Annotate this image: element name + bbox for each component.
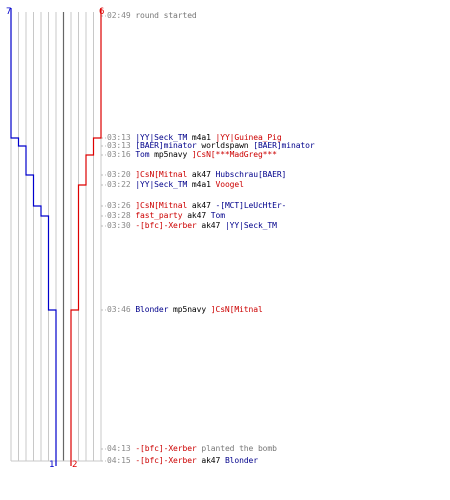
player-name: Tom xyxy=(210,211,225,220)
player-name: Blonder xyxy=(224,456,258,465)
event-row: 03:20 ]CsN[Mitnal ak47 Hubschrau[BAER] xyxy=(107,170,286,180)
event-time: 03:20 xyxy=(107,170,136,179)
event-row: 04:13 -[bfc]-Xerber planted the bomb xyxy=(107,444,277,454)
player-name: fast_party xyxy=(135,211,183,220)
event-time: 03:28 xyxy=(107,211,136,220)
event-time: 03:46 xyxy=(107,305,136,314)
event-time: 02:49 xyxy=(107,11,136,20)
player-name: Blonder xyxy=(135,305,169,314)
event-time: 03:22 xyxy=(107,180,136,189)
event-time: 03:30 xyxy=(107,221,136,230)
blue-team-end-count: 1 xyxy=(49,460,55,470)
player-name: |YY|Seck_TM xyxy=(135,180,188,189)
event-row: 03:46 Blonder mp5navy ]CsN[Mitnal xyxy=(107,305,263,315)
event-time: 03:26 xyxy=(107,201,136,210)
event-time: 03:13 xyxy=(107,141,136,150)
red-team-start-count: 6 xyxy=(99,7,105,17)
player-name: [BAER]minator xyxy=(253,141,315,150)
player-name: Voogel xyxy=(215,180,244,189)
event-weapon: ak47 xyxy=(196,221,225,230)
event-text: planted the bomb xyxy=(196,444,277,453)
event-time: 04:13 xyxy=(107,444,136,453)
player-name: ]CsN[Mitnal xyxy=(210,305,263,314)
event-row: 03:22 |YY|Seck_TM m4a1 Voogel xyxy=(107,180,244,190)
event-weapon: worldspawn xyxy=(196,141,254,150)
event-time: 03:16 xyxy=(107,150,136,159)
player-name: ]CsN[Mitnal xyxy=(135,201,188,210)
blue-team-start-count: 7 xyxy=(6,7,12,17)
event-time: 03:13 xyxy=(107,133,136,142)
event-weapon: ak47 xyxy=(182,211,211,220)
event-weapon: ak47 xyxy=(196,456,225,465)
player-name: Tom xyxy=(135,150,150,159)
player-name: [BAER]minator xyxy=(135,141,197,150)
event-weapon: m4a1 xyxy=(187,133,216,142)
blue-team-line xyxy=(10,8,57,466)
event-row: 03:13 |YY|Seck_TM m4a1 |YY|Guinea_Pig xyxy=(107,133,282,143)
red-team-end-count: 2 xyxy=(72,460,78,470)
event-text: round started xyxy=(135,11,197,20)
player-name: -[bfc]-Xerber xyxy=(135,444,197,453)
event-row: 03:13 [BAER]minator worldspawn [BAER]min… xyxy=(107,141,315,151)
player-name: Hubschrau[BAER] xyxy=(215,170,287,179)
player-name: -[bfc]-Xerber xyxy=(135,456,197,465)
event-row: 04:15 -[bfc]-Xerber ak47 Blonder xyxy=(107,456,258,466)
event-weapon: m4a1 xyxy=(187,180,216,189)
event-time: 04:15 xyxy=(107,456,136,465)
event-weapon: mp5navy xyxy=(149,150,192,159)
event-row: 03:26 ]CsN[Mitnal ak47 -[MCT]LeUcHtEr- xyxy=(107,201,286,211)
event-weapon: mp5navy xyxy=(168,305,211,314)
event-row: 03:28 fast_party ak47 Tom xyxy=(107,211,225,221)
event-weapon: ak47 xyxy=(187,201,216,210)
player-name: -[MCT]LeUcHtEr- xyxy=(215,201,287,210)
event-weapon: ak47 xyxy=(187,170,216,179)
red-team-line xyxy=(70,8,102,466)
player-name: |YY|Seck_TM xyxy=(224,221,277,230)
player-name: |YY|Seck_TM xyxy=(135,133,188,142)
event-row: 02:49 round started xyxy=(107,11,197,21)
player-name: |YY|Guinea_Pig xyxy=(215,133,282,142)
event-row: 03:16 Tom mp5navy ]CsN[***MadGreg*** xyxy=(107,150,277,160)
event-row: 03:30 -[bfc]-Xerber ak47 |YY|Seck_TM xyxy=(107,221,277,231)
player-name: -[bfc]-Xerber xyxy=(135,221,197,230)
player-name: ]CsN[Mitnal xyxy=(135,170,188,179)
player-name: ]CsN[***MadGreg*** xyxy=(191,150,277,159)
